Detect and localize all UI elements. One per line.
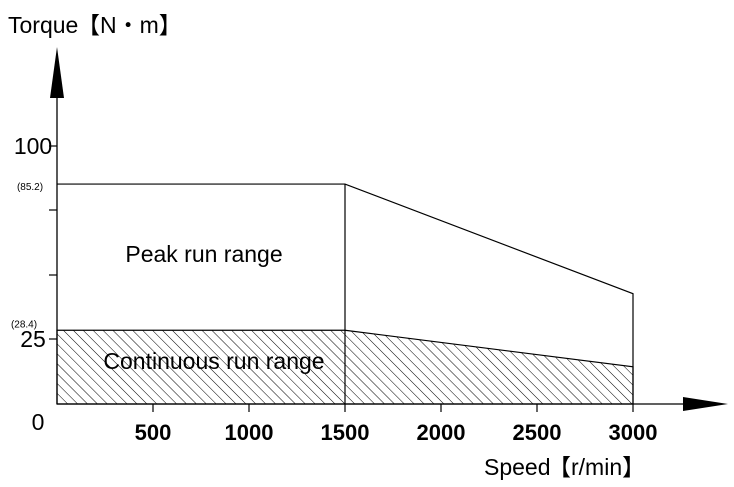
x-tick-label-500: 500 — [135, 420, 172, 445]
origin-label: 0 — [32, 409, 45, 435]
peak-run-range-label: Peak run range — [125, 241, 282, 267]
continuous-run-range-label: Continuous run range — [103, 348, 324, 374]
axes — [50, 47, 728, 411]
tick-marks — [49, 145, 634, 412]
y-axis-unit: 【N・m】 — [77, 12, 182, 38]
x-tick-label-2500: 2500 — [513, 420, 562, 445]
x-tick-label-2000: 2000 — [417, 420, 466, 445]
y-axis-title: Torque — [8, 12, 78, 38]
y-tick-label-25: 25 — [20, 326, 46, 352]
y-tick-label-100: 100 — [14, 133, 52, 159]
x-axis-arrow — [683, 397, 728, 411]
annotation-28.4: (28.4) — [11, 319, 37, 330]
annotation-85.2: (85.2) — [17, 182, 43, 193]
x-tick-label-1500: 1500 — [321, 420, 370, 445]
x-tick-label-1000: 1000 — [225, 420, 274, 445]
x-axis-unit: 【r/min】 — [548, 454, 645, 480]
x-tick-label-3000: 3000 — [609, 420, 658, 445]
x-axis-title: Speed — [484, 454, 551, 480]
chart-labels: 500 1000 1500 2000 2500 3000251000(85.2)(28.4… — [8, 12, 657, 480]
y-axis-arrow — [50, 47, 64, 98]
peak-run-range-outline — [57, 183, 634, 404]
